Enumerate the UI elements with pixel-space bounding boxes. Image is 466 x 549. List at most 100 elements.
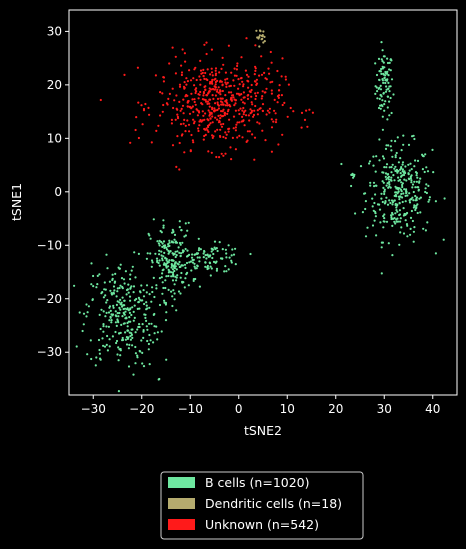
scatter-point	[184, 247, 187, 251]
scatter-point	[215, 269, 218, 272]
scatter-point	[230, 71, 233, 74]
scatter-point	[242, 83, 245, 86]
scatter-point	[222, 122, 225, 126]
scatter-point	[409, 233, 412, 236]
scatter-point	[178, 260, 181, 264]
scatter-point	[300, 126, 303, 129]
scatter-point	[194, 91, 197, 95]
scatter-point	[421, 153, 424, 156]
scatter-point	[402, 214, 405, 217]
scatter-point	[186, 105, 189, 108]
scatter-point	[87, 305, 90, 308]
scatter-point	[375, 234, 378, 237]
scatter-point	[202, 75, 205, 78]
scatter-point	[237, 87, 240, 90]
scatter-point	[394, 169, 397, 172]
scatter-point	[237, 92, 240, 95]
x-tick-label: 20	[328, 402, 343, 416]
scatter-point	[265, 113, 268, 116]
scatter-point	[211, 248, 214, 251]
scatter-point	[114, 272, 117, 275]
scatter-point	[277, 96, 280, 99]
scatter-point	[394, 191, 397, 194]
scatter-point	[205, 257, 208, 260]
scatter-point	[195, 252, 199, 256]
scatter-point	[108, 280, 111, 283]
scatter-point	[405, 188, 408, 191]
scatter-point	[416, 176, 419, 179]
scatter-point	[123, 299, 126, 302]
scatter-point	[233, 104, 236, 107]
scatter-point	[225, 256, 228, 259]
scatter-point	[382, 55, 385, 58]
scatter-point	[236, 62, 239, 65]
scatter-point	[176, 274, 179, 277]
scatter-point	[216, 249, 219, 253]
scatter-point	[165, 358, 168, 361]
scatter-point	[202, 94, 205, 97]
scatter-point	[390, 214, 393, 217]
scatter-point	[78, 311, 81, 314]
scatter-point	[175, 254, 178, 257]
scatter-point	[426, 221, 429, 224]
scatter-point	[144, 316, 147, 319]
scatter-point	[179, 243, 182, 246]
scatter-point	[216, 108, 219, 112]
scatter-point	[132, 373, 135, 376]
scatter-point	[247, 114, 250, 117]
scatter-point	[224, 104, 227, 107]
scatter-point	[389, 178, 392, 181]
scatter-point	[136, 354, 139, 357]
scatter-point	[123, 313, 126, 316]
scatter-point	[150, 259, 154, 262]
scatter-point	[220, 152, 223, 155]
scatter-point	[389, 186, 392, 189]
scatter-point	[162, 263, 165, 266]
scatter-point	[191, 261, 194, 264]
scatter-point	[247, 80, 250, 83]
scatter-point	[231, 248, 234, 251]
scatter-point	[153, 325, 156, 328]
scatter-point	[363, 192, 366, 195]
scatter-point	[242, 85, 245, 88]
scatter-point	[188, 130, 191, 133]
x-tick-label: −30	[81, 402, 106, 416]
scatter-point	[227, 130, 230, 133]
scatter-point	[397, 170, 400, 173]
scatter-point	[110, 292, 113, 296]
scatter-point	[138, 298, 141, 301]
scatter-point	[127, 320, 130, 323]
scatter-point	[186, 80, 189, 83]
scatter-point	[407, 173, 410, 176]
scatter-point	[251, 133, 254, 136]
scatter-point	[145, 291, 148, 294]
scatter-point	[231, 136, 234, 139]
scatter-point	[383, 220, 386, 223]
scatter-point	[150, 141, 153, 144]
scatter-point	[383, 76, 386, 80]
scatter-point	[411, 196, 414, 199]
scatter-point	[162, 240, 166, 243]
scatter-point	[73, 284, 76, 287]
scatter-point	[300, 111, 304, 114]
scatter-point	[261, 90, 264, 93]
scatter-point	[404, 200, 407, 203]
scatter-point	[391, 203, 394, 206]
scatter-point	[402, 192, 405, 195]
scatter-point	[395, 187, 398, 190]
scatter-point	[246, 97, 250, 100]
scatter-point	[235, 123, 238, 126]
scatter-point	[422, 227, 425, 230]
scatter-point	[193, 265, 196, 268]
scatter-point	[193, 100, 196, 104]
scatter-point	[424, 190, 427, 194]
scatter-point	[183, 286, 186, 289]
scatter-point	[118, 301, 121, 304]
scatter-point	[129, 338, 132, 341]
scatter-point	[237, 78, 240, 81]
scatter-point	[374, 193, 377, 196]
scatter-point	[270, 118, 273, 121]
scatter-point	[192, 110, 195, 113]
scatter-point	[180, 73, 183, 77]
scatter-point	[162, 76, 165, 79]
